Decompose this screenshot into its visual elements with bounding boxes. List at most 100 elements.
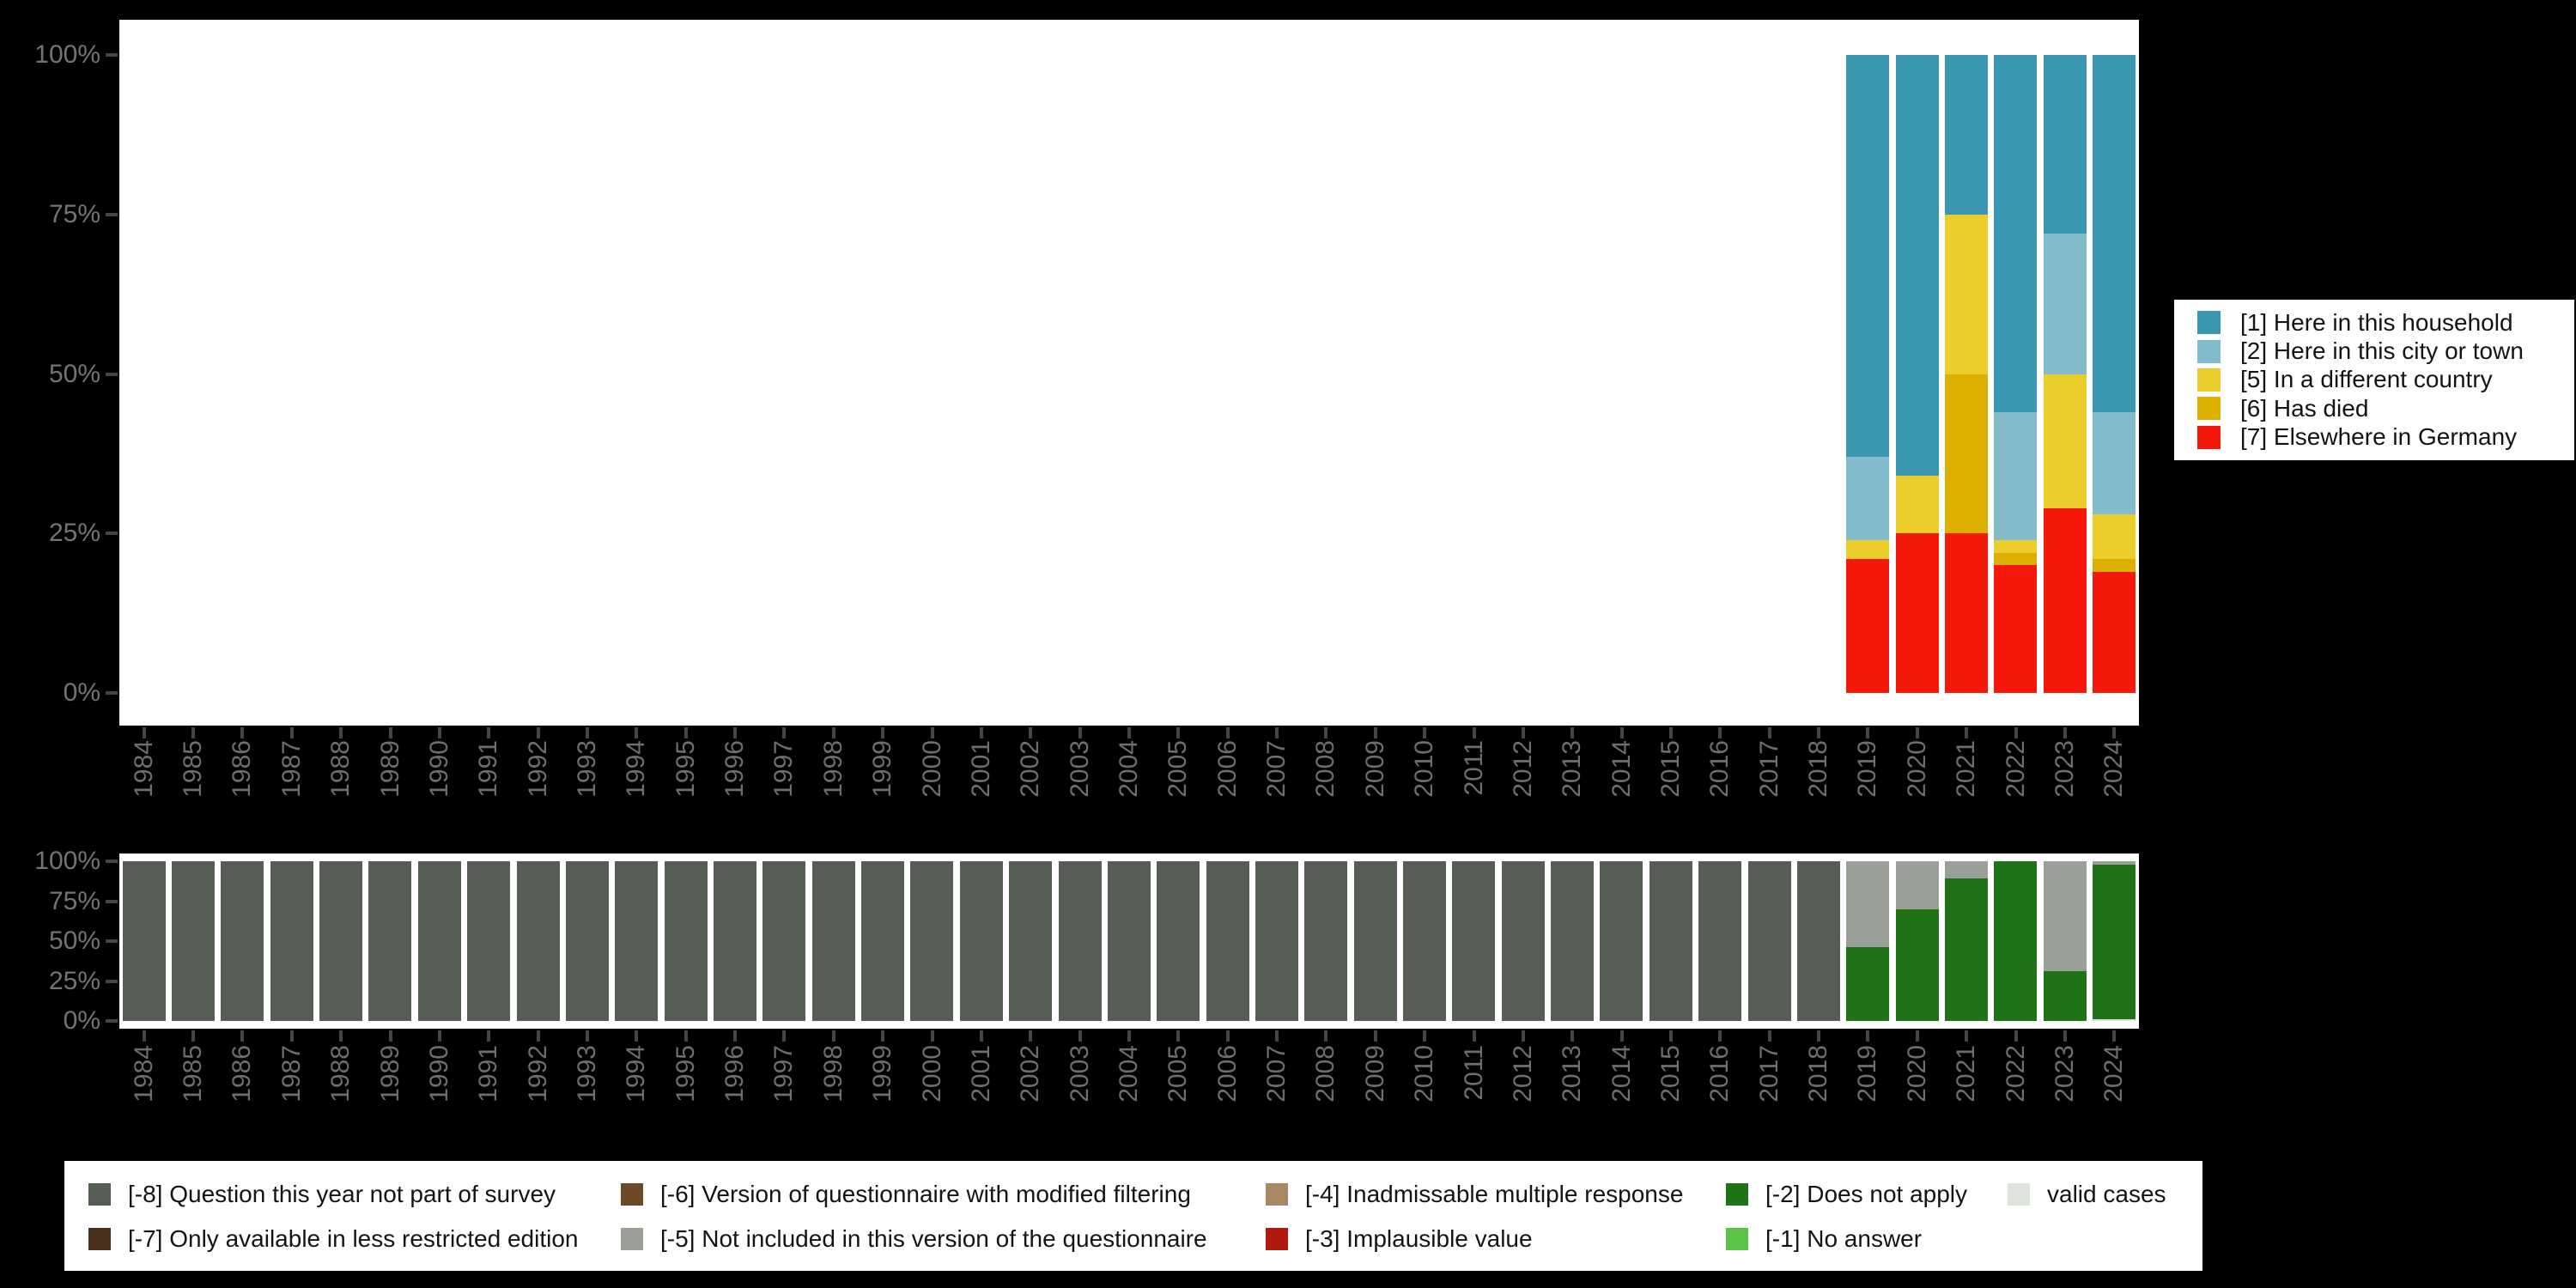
y-tick-mark xyxy=(106,979,118,983)
x-tick-mark xyxy=(733,727,738,738)
bar-segment xyxy=(1944,861,1988,879)
bar-2008 xyxy=(1304,861,1348,1021)
x-tick-mark xyxy=(1915,1030,1919,1042)
legend-swatch-icon xyxy=(2197,368,2221,392)
y-tick-mark xyxy=(106,939,118,943)
bar-2018 xyxy=(1796,861,1840,1021)
bar-slot-2007 xyxy=(1252,861,1301,1021)
x-tick-mark xyxy=(831,1030,835,1042)
x-tick-mark xyxy=(1817,727,1821,738)
bar-2023 xyxy=(2043,861,2087,1021)
x-tick-label-2024: 2024 xyxy=(2099,740,2129,798)
x-tick-mark xyxy=(782,727,787,738)
bar-slot-2000 xyxy=(908,55,957,693)
bar-2017 xyxy=(1747,861,1791,1021)
bar-segment xyxy=(713,861,756,1021)
legend-label: [-8] Question this year not part of surv… xyxy=(128,1181,556,1207)
bar-slot-1987 xyxy=(267,55,316,693)
x-tick-label-2018: 2018 xyxy=(1804,1045,1833,1103)
y-tick-label-100: 100% xyxy=(34,847,100,875)
bar-1988 xyxy=(319,861,363,1021)
bar-slot-1993 xyxy=(562,55,611,693)
bar-segment xyxy=(1698,861,1742,1021)
bar-segment xyxy=(910,861,954,1021)
bar-slot-1998 xyxy=(809,861,858,1021)
bar-segment xyxy=(1994,552,2038,566)
x-tick-label-2005: 2005 xyxy=(1163,1045,1193,1103)
bar-segment xyxy=(615,861,659,1021)
bar-2010 xyxy=(1403,861,1447,1021)
bar-slot-1990 xyxy=(415,55,464,693)
x-tick-label-1998: 1998 xyxy=(818,1045,848,1103)
bar-segment xyxy=(1846,861,1890,948)
legend-label: [-1] No answer xyxy=(1765,1225,1923,1252)
bar-2000 xyxy=(910,861,954,1021)
bar-segment xyxy=(221,861,264,1021)
bar-slot-1995 xyxy=(661,55,710,693)
x-tick-label-1992: 1992 xyxy=(523,1045,552,1103)
bar-2015 xyxy=(1649,861,1692,1021)
x-tick-mark xyxy=(1571,727,1575,738)
legend-item: [-4] Inadmissable multiple response xyxy=(1266,1181,1683,1207)
bar-segment xyxy=(1846,55,1890,458)
x-tick-mark xyxy=(1817,1030,1821,1042)
legend-item: [-2] Does not apply xyxy=(1726,1181,1968,1207)
bar-slot-2004 xyxy=(1104,861,1153,1021)
bar-2005 xyxy=(1157,861,1200,1021)
x-tick-label-1985: 1985 xyxy=(179,740,208,798)
x-tick-mark xyxy=(1965,727,1969,738)
bar-slot-2018 xyxy=(1794,861,1843,1021)
legend-item: [-6] Version of questionnaire with modif… xyxy=(621,1181,1191,1207)
x-tick-label-2006: 2006 xyxy=(1212,740,1242,798)
x-tick-mark xyxy=(2112,727,2117,738)
x-tick-label-2012: 2012 xyxy=(1508,740,1537,798)
legend-item: [-5] Not included in this version of the… xyxy=(621,1225,1207,1252)
whereabouts-legend: [1] Here in this household [2] Here in th… xyxy=(2174,300,2574,460)
bar-slot-2020 xyxy=(1893,55,1941,693)
bar-2011 xyxy=(1452,861,1496,1021)
bar-2012 xyxy=(1502,55,1545,693)
bar-segment xyxy=(1994,565,2038,693)
legend-label: [-3] Implausible value xyxy=(1305,1225,1533,1252)
bar-1992 xyxy=(517,55,560,693)
x-tick-mark xyxy=(1866,727,1870,738)
bar-segment xyxy=(1944,533,1988,693)
legend-swatch-icon xyxy=(2008,1183,2030,1206)
x-tick-label-2023: 2023 xyxy=(2050,1045,2079,1103)
x-tick-label-2002: 2002 xyxy=(1016,1045,1045,1103)
x-tick-mark xyxy=(782,1030,787,1042)
bar-segment xyxy=(1107,861,1151,1021)
bar-slot-2021 xyxy=(1941,861,1990,1021)
bar-1996 xyxy=(714,55,756,693)
bar-slot-1994 xyxy=(612,55,661,693)
bar-1995 xyxy=(665,55,708,693)
legend-label: [-2] Does not apply xyxy=(1765,1181,1968,1207)
bar-1984 xyxy=(123,55,166,693)
bar-segment xyxy=(1994,412,2038,540)
bar-segment xyxy=(2093,55,2136,413)
bar-slot-1988 xyxy=(316,861,365,1021)
bar-2009 xyxy=(1354,55,1397,693)
bar-slot-1991 xyxy=(465,55,513,693)
legend-swatch-icon xyxy=(2197,425,2221,449)
x-tick-mark xyxy=(1225,727,1230,738)
x-tick-mark xyxy=(1619,1030,1624,1042)
x-tick-label-2005: 2005 xyxy=(1163,740,1193,798)
bar-1992 xyxy=(516,861,560,1021)
bar-segment xyxy=(1846,947,1890,1021)
bar-slot-1986 xyxy=(218,861,267,1021)
bar-segment xyxy=(1747,861,1791,1021)
x-tick-label-2014: 2014 xyxy=(1607,1045,1636,1103)
x-tick-mark xyxy=(585,727,589,738)
legend-label: [1] Here in this household xyxy=(2240,308,2513,336)
bar-2003 xyxy=(1059,55,1102,693)
x-tick-label-1999: 1999 xyxy=(868,740,897,798)
bar-slot-2014 xyxy=(1597,861,1646,1021)
x-tick-mark xyxy=(1669,727,1674,738)
bar-segment xyxy=(1895,533,1939,693)
x-tick-label-2016: 2016 xyxy=(1705,740,1735,798)
x-tick-label-2019: 2019 xyxy=(1853,1045,1882,1103)
x-tick-label-1995: 1995 xyxy=(671,1045,700,1103)
bar-slot-2003 xyxy=(1055,55,1104,693)
